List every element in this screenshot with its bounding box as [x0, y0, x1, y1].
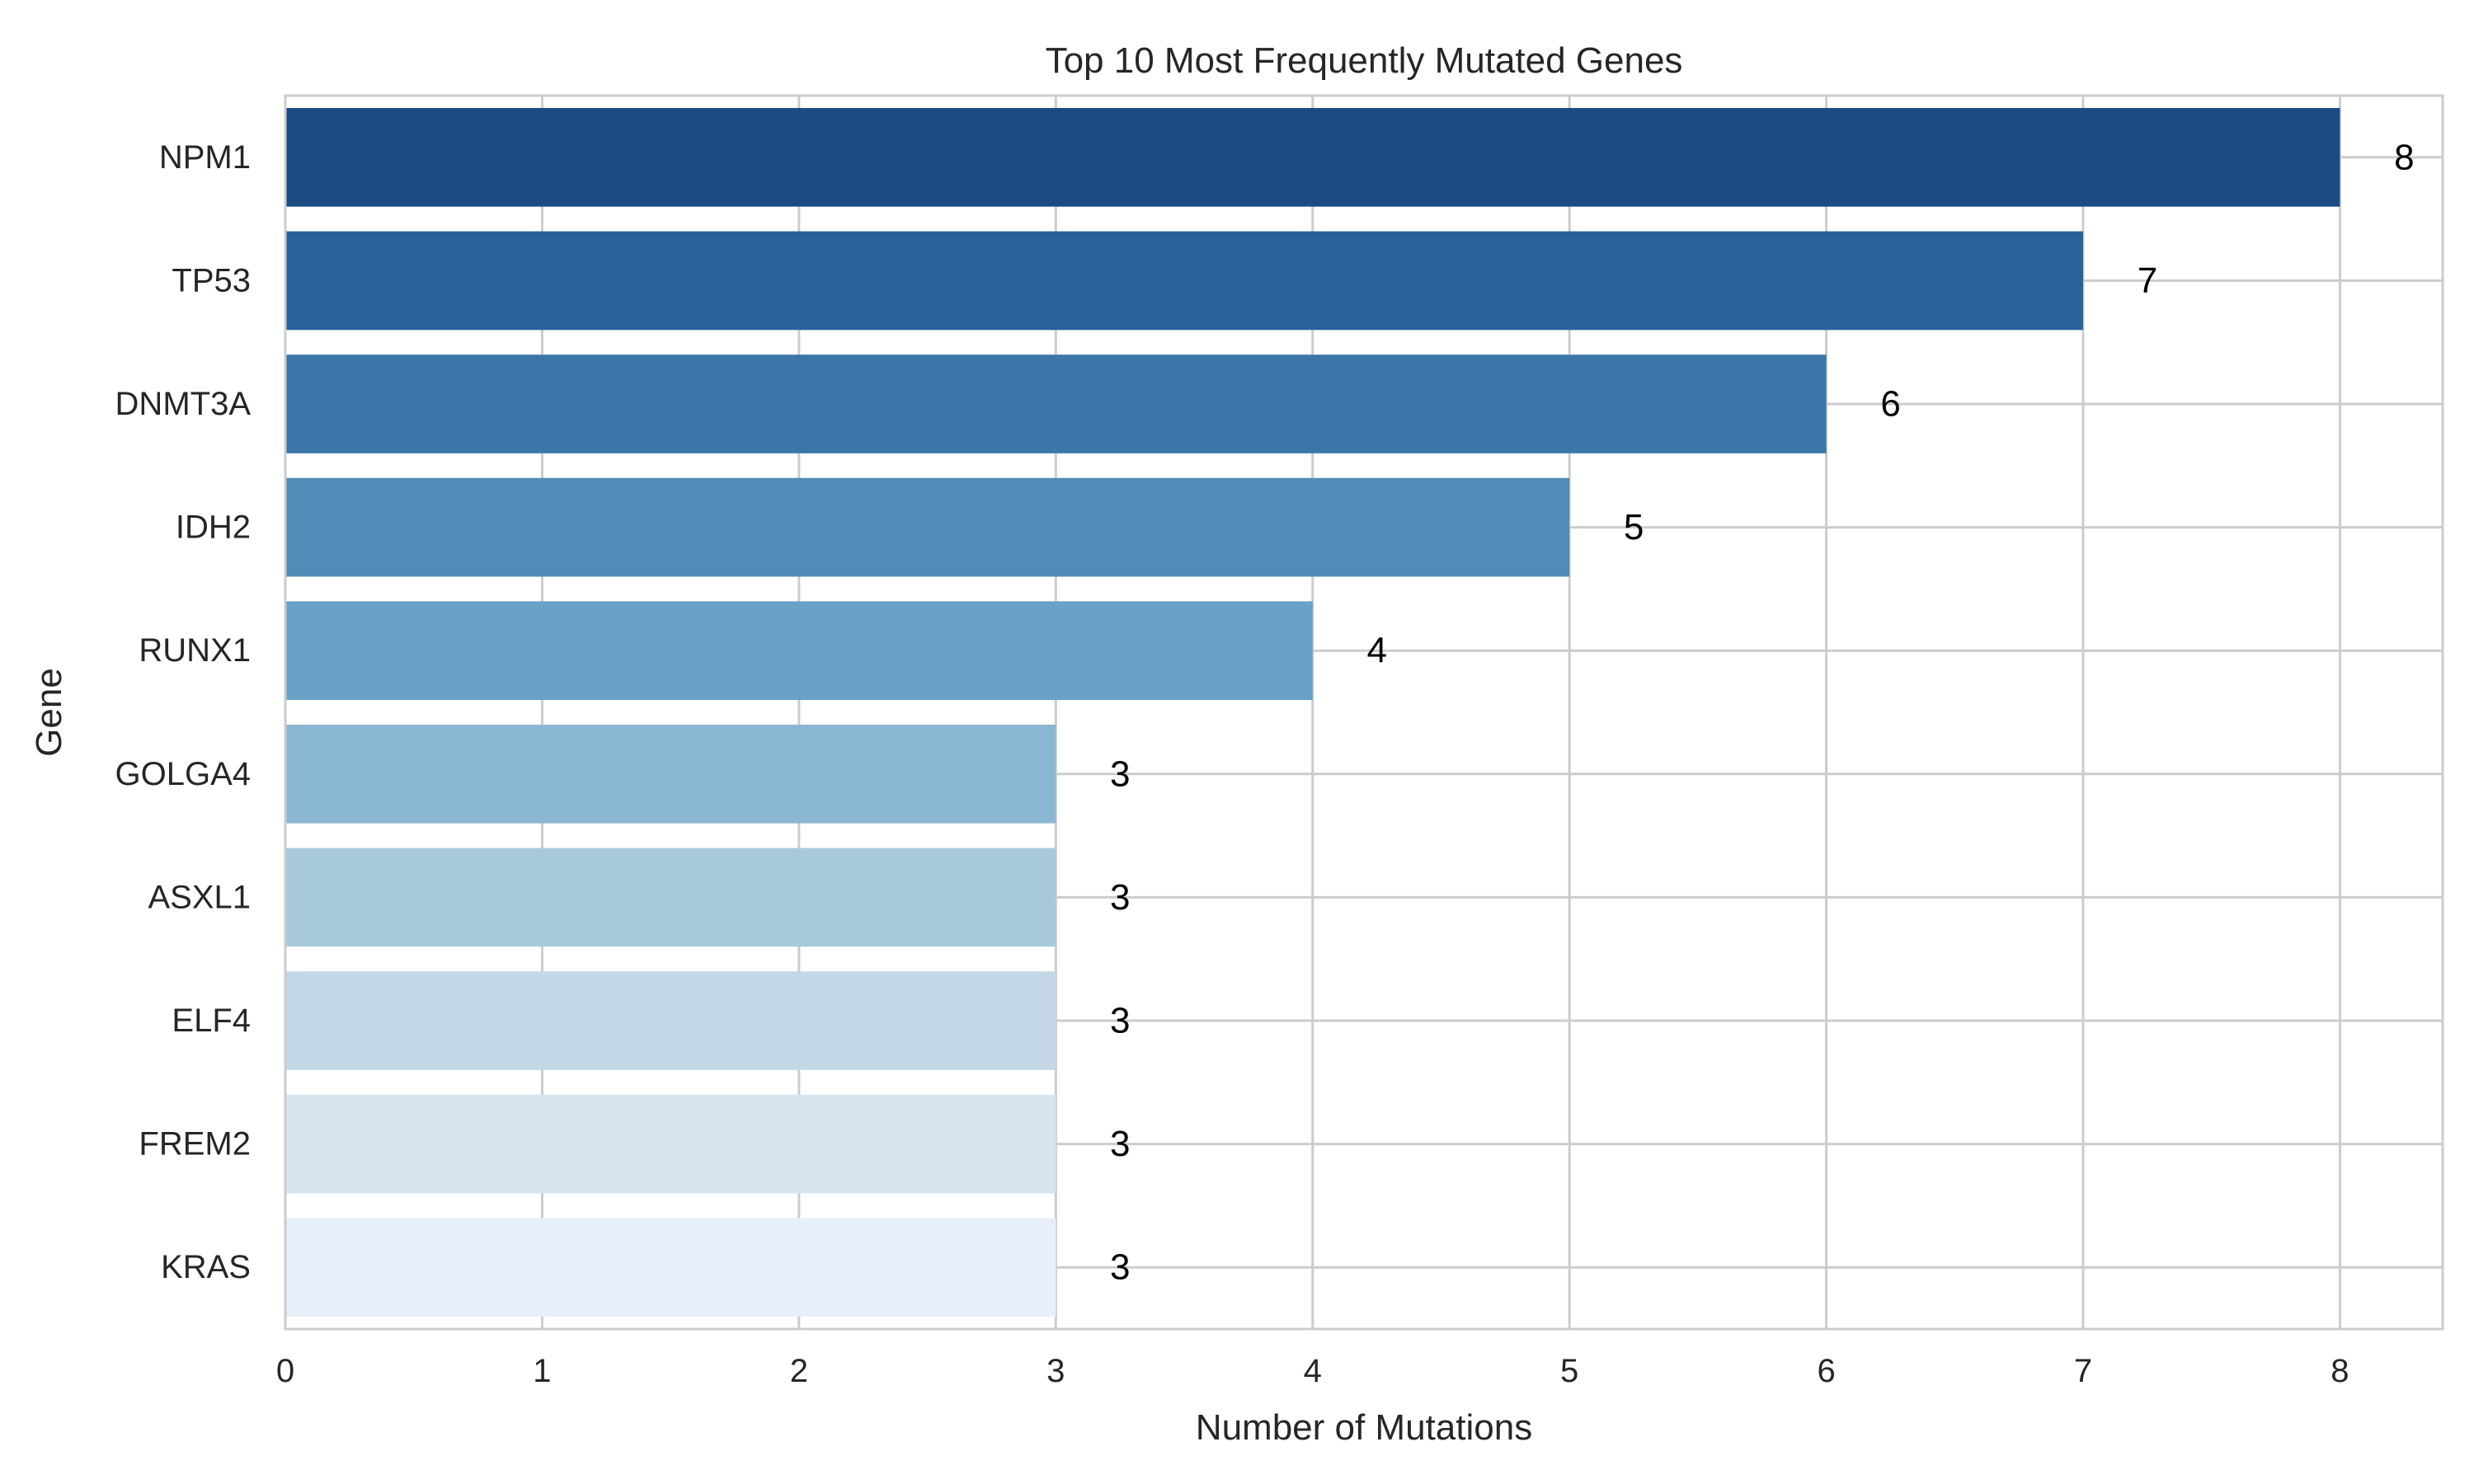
y-tick-label-idh2: IDH2 — [176, 510, 251, 546]
y-tick-label-runx1: RUNX1 — [139, 632, 251, 669]
data-label-elf4: 3 — [1110, 1001, 1130, 1041]
bar-frem2 — [285, 1094, 1056, 1194]
y-tick-label-npm1: NPM1 — [159, 139, 251, 176]
axis-ticks: 0 1 2 3 4 5 6 7 8 NPM1 TP53 DNMT3A IDH2 RUNX1 GOLGA4 AS… — [115, 139, 2349, 1389]
y-tick-label-asxl1: ASXL1 — [148, 879, 251, 915]
x-tick-label-8: 8 — [2331, 1353, 2349, 1389]
y-tick-label-dnmt3a: DNMT3A — [115, 386, 252, 422]
x-axis-title: Number of Mutations — [1196, 1407, 1532, 1448]
data-label-npm1: 8 — [2394, 137, 2414, 177]
chart-title: Top 10 Most Frequently Mutated Genes — [1046, 40, 1683, 81]
data-label-dnmt3a: 6 — [1880, 384, 1900, 425]
bar-kras — [285, 1218, 1056, 1317]
bar-tp53 — [285, 231, 2083, 331]
x-tick-label-5: 5 — [1560, 1353, 1578, 1389]
data-label-golga4: 3 — [1110, 754, 1130, 794]
bar-dnmt3a — [285, 355, 1827, 453]
bar-npm1 — [285, 107, 2340, 207]
y-tick-label-kras: KRAS — [161, 1249, 251, 1285]
bars — [285, 107, 2340, 1317]
plot-frame — [284, 94, 2444, 1331]
bar-asxl1 — [285, 848, 1056, 947]
x-tick-label-1: 1 — [533, 1353, 551, 1389]
y-axis-title: Gene — [29, 668, 69, 757]
data-label-runx1: 4 — [1366, 631, 1386, 671]
data-label-asxl1: 3 — [1110, 877, 1130, 918]
y-tick-label-elf4: ELF4 — [172, 1003, 251, 1039]
data-label-idh2: 5 — [1624, 507, 1644, 547]
y-tick-label-tp53: TP53 — [172, 262, 251, 298]
bar-golga4 — [285, 724, 1056, 824]
bar-idh2 — [285, 477, 1570, 577]
x-tick-label-6: 6 — [1817, 1353, 1835, 1389]
x-tick-label-0: 0 — [276, 1353, 294, 1389]
bar-elf4 — [285, 971, 1056, 1070]
data-label-kras: 3 — [1110, 1247, 1130, 1288]
x-tick-label-2: 2 — [790, 1353, 808, 1389]
bar-runx1 — [285, 601, 1313, 701]
data-labels: 8 7 6 5 4 3 3 3 3 3 — [1110, 137, 2415, 1287]
data-label-tp53: 7 — [2138, 261, 2157, 301]
x-tick-label-7: 7 — [2074, 1353, 2092, 1389]
data-label-frem2: 3 — [1110, 1124, 1130, 1164]
y-tick-label-frem2: FREM2 — [139, 1126, 251, 1162]
x-tick-label-4: 4 — [1304, 1353, 1322, 1389]
x-tick-label-3: 3 — [1047, 1353, 1065, 1389]
y-tick-label-golga4: GOLGA4 — [115, 756, 251, 792]
